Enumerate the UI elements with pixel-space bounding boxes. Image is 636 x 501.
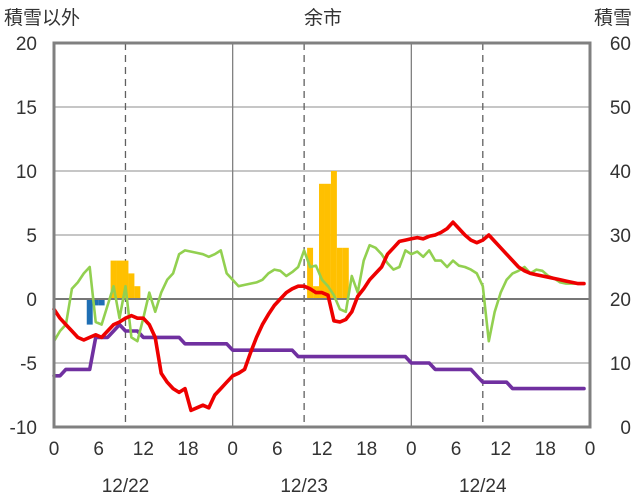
orange-bar <box>110 260 117 299</box>
x-tick-label: 18 <box>177 439 198 460</box>
x-tick-label: 18 <box>535 439 556 460</box>
x-tick-label: 6 <box>272 439 283 460</box>
x-tick-label: 6 <box>93 439 104 460</box>
left-axis-label: 積雪以外 <box>4 7 80 29</box>
y-left-tick-label: 0 <box>26 290 37 311</box>
y-right-tick-label: 40 <box>610 162 631 183</box>
orange-bar <box>307 247 314 299</box>
y-left-tick-label: -10 <box>10 418 37 439</box>
purple-series-line <box>52 322 586 391</box>
blue-bar <box>92 299 99 306</box>
y-left-tick-label: 10 <box>16 162 37 183</box>
x-tick-label: 6 <box>451 439 462 460</box>
y-right-tick-label: 50 <box>610 98 631 119</box>
x-tick-label: 0 <box>49 439 60 460</box>
orange-bar <box>319 183 325 299</box>
blue-bar <box>98 299 105 306</box>
y-left-tick-label: 20 <box>16 34 37 55</box>
blue-bar <box>86 299 93 325</box>
green-series-line <box>52 243 586 343</box>
x-tick-label: 0 <box>406 439 417 460</box>
x-tick-label: 0 <box>585 439 596 460</box>
chart-title: 余市 <box>304 7 342 29</box>
orange-bar <box>342 247 349 299</box>
x-tick-label: 18 <box>356 439 377 460</box>
orange-bar <box>330 171 337 299</box>
orange-bar <box>336 247 343 299</box>
y-left-tick-label: 5 <box>26 226 37 247</box>
x-tick-label: 12 <box>490 439 511 460</box>
y-right-tick-label: 10 <box>610 354 631 375</box>
date-label: 12/24 <box>459 476 507 497</box>
orange-bar <box>128 273 135 299</box>
y-right-tick-label: 60 <box>610 34 631 55</box>
orange-bar <box>116 260 123 299</box>
y-right-tick-label: 20 <box>610 290 631 311</box>
x-tick-label: 12 <box>133 439 154 460</box>
y-right-tick-label: 30 <box>610 226 631 247</box>
x-tick-label: 12 <box>311 439 332 460</box>
red-series-line <box>52 220 586 413</box>
date-label: 12/23 <box>280 476 328 497</box>
y-left-tick-label: -5 <box>20 354 37 375</box>
plot-frame <box>52 41 592 429</box>
date-label: 12/22 <box>102 476 150 497</box>
orange-bar <box>134 286 141 299</box>
y-left-tick-label: 15 <box>16 98 37 119</box>
right-axis-label: 積雪 <box>594 7 632 29</box>
x-tick-label: 0 <box>227 439 238 460</box>
orange-bar <box>324 183 331 299</box>
y-right-tick-label: 0 <box>620 418 631 439</box>
orange-bar <box>122 260 129 299</box>
